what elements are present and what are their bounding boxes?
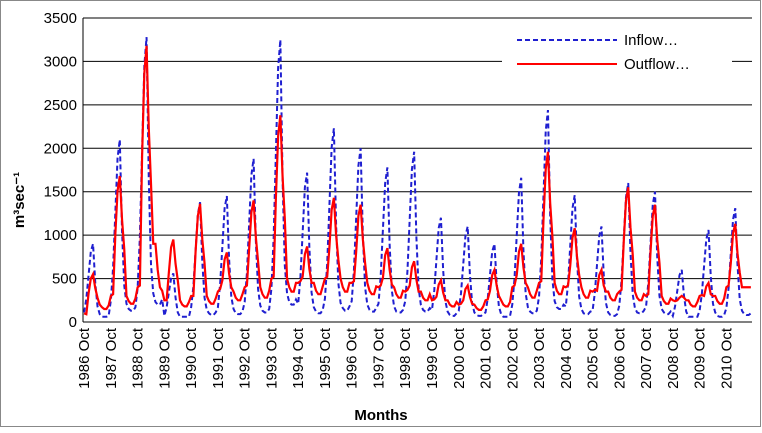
x-tick-label: 2000 Oct: [451, 327, 468, 389]
x-tick-label: 2007 Oct: [638, 327, 655, 389]
x-tick-label: 2003 Oct: [531, 327, 548, 389]
x-tick-label: 1999 Oct: [424, 327, 441, 389]
legend-box: [502, 24, 732, 80]
x-axis-label: Months: [354, 407, 407, 424]
y-tick-label: 500: [52, 271, 77, 288]
x-tick-label: 1987 Oct: [103, 327, 120, 389]
legend-label: Outflow…: [624, 56, 690, 73]
series-line: [83, 45, 751, 316]
x-tick-label: 2010 Oct: [718, 327, 735, 389]
x-tick-label: 1993 Oct: [263, 327, 280, 389]
x-tick-label: 2008 Oct: [665, 327, 682, 389]
y-tick-label: 0: [69, 314, 77, 331]
x-tick-label: 1986 Oct: [76, 327, 93, 389]
x-tick-label: 2009 Oct: [692, 327, 709, 389]
y-tick-label: 3000: [44, 53, 77, 70]
y-axis-label: m³sec⁻¹: [11, 172, 28, 228]
y-tick-label: 2500: [44, 97, 77, 114]
x-tick-label: 1990 Oct: [183, 327, 200, 389]
x-tick-label: 1995 Oct: [317, 327, 334, 389]
y-tick-label: 2000: [44, 140, 77, 157]
x-tick-label: 1996 Oct: [344, 327, 361, 389]
x-tick-label: 2001 Oct: [478, 327, 495, 389]
x-tick-label: 2005 Oct: [585, 327, 602, 389]
x-tick-label: 2006 Oct: [611, 327, 628, 389]
x-tick-label: 2002 Oct: [504, 327, 521, 389]
y-tick-label: 3500: [44, 10, 77, 27]
x-tick-label: 1988 Oct: [130, 327, 147, 389]
x-tick-label: 1997 Oct: [370, 327, 387, 389]
x-tick-label: 2004 Oct: [558, 327, 575, 389]
x-tick-label: 1992 Oct: [237, 327, 254, 389]
y-tick-label: 1500: [44, 184, 77, 201]
y-tick-label: 1000: [44, 227, 77, 244]
x-tick-label: 1998 Oct: [397, 327, 414, 389]
x-tick-label: 1991 Oct: [210, 327, 227, 389]
x-tick-label: 1989 Oct: [156, 327, 173, 389]
legend-label: Inflow…: [624, 32, 678, 49]
x-tick-label: 1994 Oct: [290, 327, 307, 389]
